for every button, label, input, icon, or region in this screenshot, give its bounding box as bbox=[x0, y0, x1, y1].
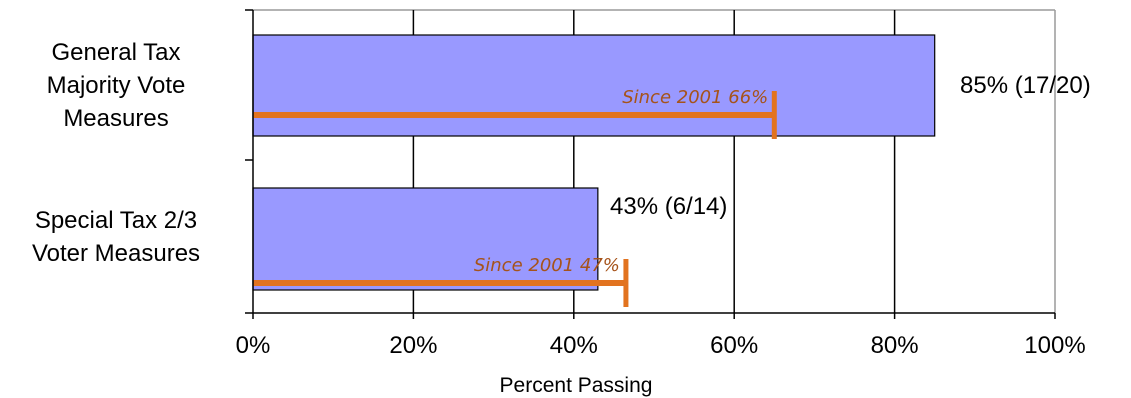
x-tick-label: 100% bbox=[1024, 332, 1085, 359]
reference-label: Since 2001 66% bbox=[622, 87, 768, 108]
category-label: Voter Measures bbox=[32, 240, 200, 267]
x-tick-label: 60% bbox=[710, 332, 758, 359]
x-axis-title: Percent Passing bbox=[500, 374, 653, 397]
reference-label: Since 2001 47% bbox=[474, 255, 620, 276]
category-label: Measures bbox=[63, 105, 168, 132]
bar-data-label: 85% (17/20) bbox=[960, 72, 1091, 99]
axes bbox=[245, 9, 1056, 319]
bar bbox=[252, 187, 599, 291]
category-label: Special Tax 2/3 bbox=[35, 207, 197, 234]
category-label: General Tax bbox=[52, 39, 181, 66]
reference-markers bbox=[253, 91, 777, 307]
labels: 0% 20% 40% 60% 80% 100% 85% (17/20) 43% (6/14) S… bbox=[32, 39, 1091, 359]
x-tick-label: 80% bbox=[871, 332, 919, 359]
bar-data-label: 43% (6/14) bbox=[610, 193, 727, 220]
category-label: Majority Vote bbox=[47, 72, 186, 99]
x-tick-label: 0% bbox=[236, 332, 271, 359]
bar bbox=[252, 34, 936, 137]
x-tick-label: 40% bbox=[550, 332, 598, 359]
bars bbox=[252, 34, 936, 291]
x-tick-label: 20% bbox=[389, 332, 437, 359]
